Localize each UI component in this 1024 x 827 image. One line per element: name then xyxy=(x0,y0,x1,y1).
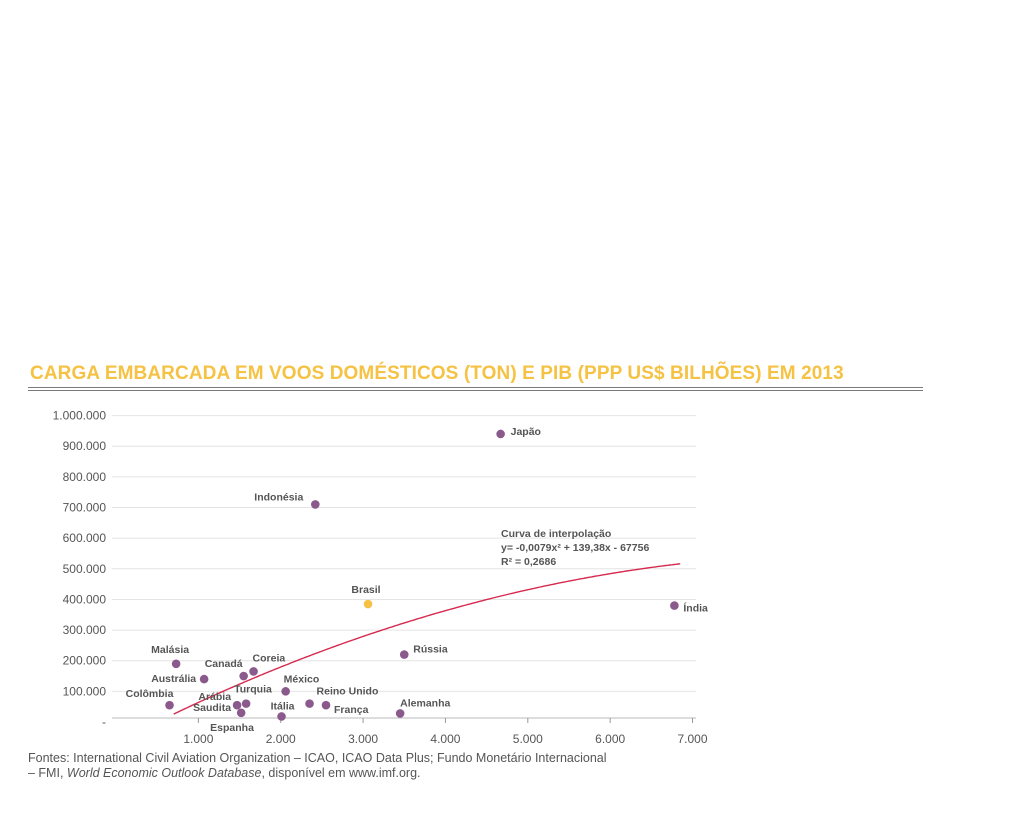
data-point xyxy=(281,687,290,696)
x-axis-ticks: 1.000 2.000 3.000 4.000 5.000 6.000 7.000 xyxy=(183,718,708,745)
data-point xyxy=(395,709,405,718)
interpolation-curve xyxy=(173,563,681,715)
title-underline-secondary xyxy=(28,390,923,391)
data-point xyxy=(239,671,248,681)
data-point xyxy=(236,708,246,718)
interpolation-label-line: y= -0,0079x² + 139,38x - 67756 xyxy=(501,542,649,554)
source-line-1: Fontes: International Civil Aviation Org… xyxy=(28,751,607,765)
y-tick-label: 900.000 xyxy=(63,439,107,453)
x-tick-label: 3.000 xyxy=(348,732,378,745)
data-point xyxy=(321,700,331,710)
interpolation-label-line: R² = 0,2686 xyxy=(501,556,556,568)
x-tick-label: 1.000 xyxy=(183,732,213,745)
chart-title: CARGA EMBARCADA EM VOOS DOMÉSTICOS (TON)… xyxy=(30,363,844,384)
data-point xyxy=(496,429,505,439)
source-line-2: – FMI, World Economic Outlook Database, … xyxy=(28,766,421,780)
y-tick-label: 1.000.000 xyxy=(53,409,107,423)
point-label: Alemanha xyxy=(400,697,450,709)
point-label: Japão xyxy=(511,426,541,438)
point-label: Brasil xyxy=(351,584,380,596)
data-points: Japão Indonésia Brasil Índia Rússia Malásia Co… xyxy=(126,426,708,734)
point-label: Rússia xyxy=(413,644,448,656)
data-point xyxy=(232,700,242,710)
data-point xyxy=(165,700,174,710)
data-point xyxy=(305,699,314,708)
interpolation-label: Curva de interpolação y= -0,0079x² + 139,… xyxy=(501,528,649,568)
point-label: Itália xyxy=(271,700,295,712)
data-point xyxy=(249,667,258,676)
y-tick-label: 400.000 xyxy=(63,592,107,606)
point-label: França xyxy=(334,704,369,716)
source-note: Fontes: International Civil Aviation Org… xyxy=(28,751,668,781)
x-tick-label: 5.000 xyxy=(513,732,543,745)
x-tick-label: 7.000 xyxy=(678,732,708,745)
point-label: Malásia xyxy=(151,644,189,656)
y-tick-label: 100.000 xyxy=(63,684,107,698)
x-tick-label: 4.000 xyxy=(430,732,460,745)
point-label: Austrália xyxy=(151,673,196,685)
x-tick-label: 6.000 xyxy=(595,732,625,745)
data-point xyxy=(241,699,251,708)
data-point xyxy=(311,500,320,509)
y-tick-label: - xyxy=(102,715,106,729)
data-point xyxy=(363,599,373,609)
gridlines xyxy=(112,415,696,719)
x-tick-label: 2.000 xyxy=(266,732,296,745)
data-point xyxy=(199,674,209,684)
point-label: Canadá xyxy=(205,658,243,670)
data-point xyxy=(171,659,181,669)
y-tick-label: 200.000 xyxy=(63,654,107,668)
point-label: Indonésia xyxy=(254,491,303,503)
y-tick-label: 300.000 xyxy=(63,623,107,637)
point-label: Arábia Saudita xyxy=(193,691,231,714)
point-label: México xyxy=(284,673,320,685)
title-underline xyxy=(28,387,923,388)
y-tick-label: 600.000 xyxy=(63,531,107,545)
point-label: Índia xyxy=(683,602,708,615)
y-tick-label: 700.000 xyxy=(63,501,107,515)
scatter-chart: - 100.000 200.000 300.000 400.000 500.000 600.… xyxy=(53,409,708,745)
y-axis-ticks: - 100.000 200.000 300.000 400.000 500.000 600.… xyxy=(53,409,107,729)
point-label: Turquia xyxy=(234,684,272,696)
interpolation-label-line: Curva de interpolação xyxy=(501,528,611,540)
data-point xyxy=(399,650,409,659)
data-point xyxy=(277,712,286,721)
y-tick-label: 800.000 xyxy=(63,470,107,484)
point-label: Espanha xyxy=(210,722,254,734)
data-point xyxy=(670,601,679,610)
point-label: Colômbia xyxy=(126,688,174,700)
point-label: Reino Unido xyxy=(317,686,379,698)
y-tick-label: 500.000 xyxy=(63,562,107,576)
point-label: Coreia xyxy=(253,652,286,664)
